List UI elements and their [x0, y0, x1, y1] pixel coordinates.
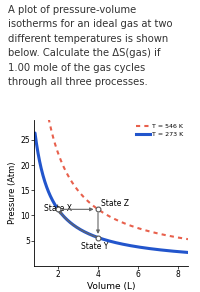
- X-axis label: Volume (L): Volume (L): [87, 282, 135, 291]
- Text: State Y: State Y: [81, 242, 109, 251]
- Text: State Z: State Z: [101, 199, 129, 208]
- Y-axis label: Pressure (Atm): Pressure (Atm): [8, 161, 17, 224]
- Text: A plot of pressure-volume
isotherms for an ideal gas at two
different temperatur: A plot of pressure-volume isotherms for …: [8, 5, 172, 87]
- Text: State X: State X: [44, 204, 72, 213]
- Legend: T = 546 K, T = 273 K: T = 546 K, T = 273 K: [135, 123, 185, 139]
